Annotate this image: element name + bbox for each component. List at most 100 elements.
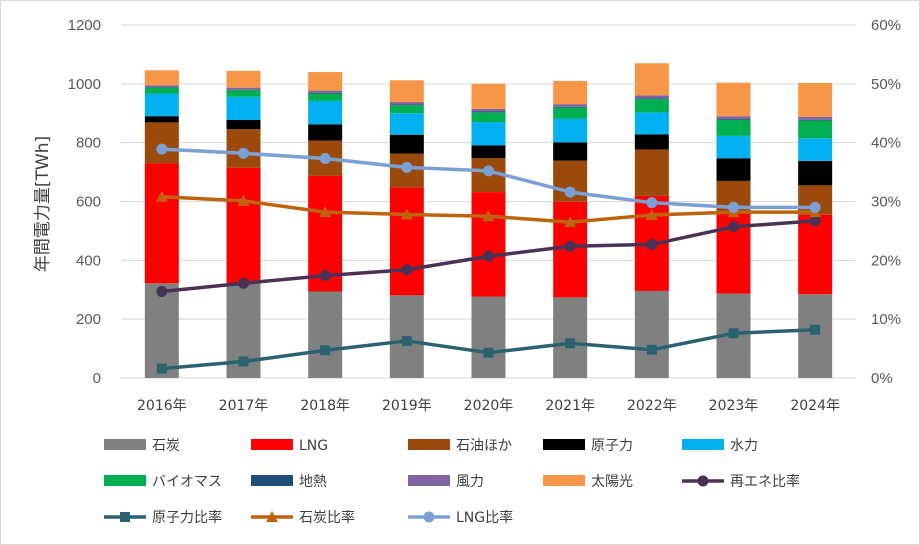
ratio-point bbox=[809, 201, 821, 213]
bar-segment-3 bbox=[634, 149, 669, 196]
ratio-point bbox=[564, 216, 577, 228]
legend-swatch bbox=[682, 439, 724, 450]
legend-label: 再エネ比率 bbox=[730, 473, 800, 490]
bar-segment-5 bbox=[471, 122, 506, 146]
legend-swatch bbox=[408, 475, 450, 486]
bar-segment-9 bbox=[553, 80, 588, 105]
ratio-point bbox=[401, 161, 413, 173]
legend-item: 原子力 bbox=[543, 438, 633, 454]
legend-swatch bbox=[543, 439, 585, 450]
legend-label: 風力 bbox=[456, 474, 484, 490]
legend-swatch bbox=[104, 439, 146, 450]
bar-segment-7 bbox=[553, 106, 588, 108]
ratio-point bbox=[565, 338, 576, 349]
y-tick-label: 1200 bbox=[68, 17, 101, 34]
legend-label: 原子力 bbox=[591, 438, 633, 454]
bar-segment-5 bbox=[389, 113, 424, 135]
ratio-point bbox=[319, 206, 332, 218]
bar-segment-9 bbox=[308, 72, 343, 91]
ratio-point bbox=[483, 165, 494, 177]
bar-segment-7 bbox=[798, 119, 833, 121]
legend-label: 原子力比率 bbox=[152, 509, 222, 526]
bar-segment-9 bbox=[389, 80, 424, 103]
bar-segment-9 bbox=[226, 70, 261, 88]
bar-segment-7 bbox=[471, 111, 506, 113]
bar-segment-5 bbox=[634, 112, 669, 135]
bar-segment-6 bbox=[553, 107, 588, 119]
bar-segment-9 bbox=[634, 63, 669, 96]
ratio-point bbox=[810, 324, 821, 335]
bar-segment-9 bbox=[798, 82, 833, 117]
ratio-point bbox=[320, 345, 331, 356]
bar-segment-1 bbox=[471, 296, 506, 378]
bar-segment-4 bbox=[553, 142, 588, 161]
x-tick-label: 2023年 bbox=[709, 398, 759, 414]
bar-segment-4 bbox=[226, 120, 261, 130]
bar-segment-2 bbox=[471, 192, 506, 297]
y-tick-label: 400 bbox=[76, 252, 101, 269]
bar-segment-5 bbox=[798, 138, 833, 161]
ratio-point bbox=[238, 147, 249, 159]
bar-segment-8 bbox=[471, 108, 506, 112]
legend-label: バイオマス bbox=[152, 474, 222, 490]
ratio-point bbox=[483, 347, 494, 358]
legend-item: 石油ほか bbox=[408, 438, 512, 454]
legend-label: 石油ほか bbox=[456, 438, 512, 454]
legend-item: 原子力比率 bbox=[104, 509, 222, 526]
ratio-point bbox=[646, 344, 657, 355]
bar-segment-7 bbox=[389, 104, 424, 106]
legend-item: 再エネ比率 bbox=[682, 473, 800, 490]
bar-segment-4 bbox=[308, 124, 343, 141]
ratio-point bbox=[156, 363, 167, 374]
y-tick-label: 1000 bbox=[68, 76, 101, 93]
legend-label: 石炭 bbox=[152, 438, 180, 454]
stacked-bars bbox=[144, 63, 833, 378]
bar-segment-6 bbox=[308, 93, 343, 101]
bar-segment-2 bbox=[226, 167, 261, 283]
bar-segment-6 bbox=[144, 87, 179, 94]
ratio-point bbox=[237, 194, 250, 206]
bar-segment-7 bbox=[716, 119, 751, 121]
ratio-point bbox=[728, 221, 739, 233]
y-axis-right: 0% 10% 20% 30% 40% 50% 60% bbox=[871, 17, 901, 387]
y2-tick-label: 20% bbox=[871, 252, 901, 269]
x-tick-label: 2019年 bbox=[382, 398, 432, 414]
bar-segment-9 bbox=[144, 70, 179, 86]
legend-item: バイオマス bbox=[104, 474, 222, 490]
legend-label: LNG bbox=[299, 438, 328, 454]
legend-marker bbox=[120, 512, 130, 522]
ratio-lines bbox=[155, 143, 822, 374]
y2-tick-label: 30% bbox=[871, 194, 901, 211]
bar-segment-2 bbox=[389, 187, 424, 296]
ratio-point bbox=[728, 328, 739, 339]
y-tick-label: 600 bbox=[76, 194, 101, 211]
x-axis: 2016年 2017年 2018年 2019年 2020年 2021年 2022年 2023年… bbox=[137, 398, 840, 414]
y-axis-left: 0 200 400 600 800 1000 1200 bbox=[68, 17, 101, 387]
legend-item: 太陽光 bbox=[543, 474, 633, 490]
bar-segment-8 bbox=[308, 90, 343, 93]
y2-tick-label: 40% bbox=[871, 135, 901, 152]
ratio-point bbox=[646, 238, 658, 250]
bar-segment-6 bbox=[471, 112, 506, 123]
bar-segment-1 bbox=[553, 297, 588, 378]
ratio-point bbox=[238, 356, 249, 367]
ratio-point bbox=[155, 190, 168, 202]
bar-segment-8 bbox=[389, 102, 424, 105]
x-tick-label: 2021年 bbox=[545, 398, 595, 414]
legend-item: LNG bbox=[251, 438, 328, 454]
bar-segment-7 bbox=[144, 87, 179, 88]
legend-label: 石炭比率 bbox=[299, 509, 355, 526]
legend-item: LNG比率 bbox=[408, 509, 513, 526]
bar-segment-4 bbox=[471, 145, 506, 159]
legend-item: 水力 bbox=[682, 438, 758, 454]
bar-segment-5 bbox=[716, 135, 751, 159]
legend-label: LNG比率 bbox=[456, 509, 513, 526]
x-tick-label: 2017年 bbox=[219, 398, 269, 414]
legend-marker bbox=[423, 511, 435, 523]
legend-item: 石炭 bbox=[104, 438, 180, 454]
legend-label: 太陽光 bbox=[591, 474, 633, 490]
ratio-point bbox=[564, 186, 576, 198]
x-tick-label: 2024年 bbox=[790, 398, 840, 414]
bar-segment-1 bbox=[798, 294, 833, 378]
